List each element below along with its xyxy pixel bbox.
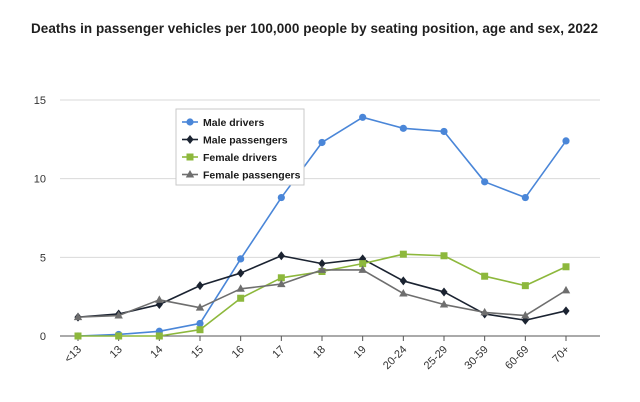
legend-label-male-drivers: Male drivers <box>203 117 264 129</box>
data-point-female-passengers <box>277 279 286 288</box>
x-tick-label: 30-59 <box>462 344 490 372</box>
y-tick-label: 5 <box>40 252 46 264</box>
data-point-female-drivers <box>277 274 285 282</box>
series-lines <box>73 113 571 340</box>
series-female-passengers <box>73 265 571 321</box>
legend-label-male-passengers: Male passengers <box>203 135 288 147</box>
legend-label-female-drivers: Female drivers <box>203 152 277 164</box>
chart-title: Deaths in passenger vehicles per 100,000… <box>31 21 599 36</box>
legend-marker-female-drivers <box>186 153 194 161</box>
data-point-male-drivers <box>359 113 367 121</box>
x-tick-label: 17 <box>270 344 287 361</box>
data-point-male-drivers <box>440 127 448 136</box>
data-point-female-drivers <box>521 282 529 290</box>
data-point-female-drivers <box>237 294 245 302</box>
data-point-male-passengers <box>562 306 570 316</box>
data-point-female-passengers <box>480 307 489 316</box>
axes: 0 5 10 15 <13 13 14 15 16 17 18 19 20-24 25-29 30-59 60… <box>34 95 600 372</box>
data-point-female-drivers <box>440 252 448 260</box>
data-point-male-drivers <box>481 178 489 186</box>
data-point-male-passengers <box>440 287 448 297</box>
data-point-female-drivers <box>115 332 123 340</box>
data-point-female-drivers <box>359 260 367 268</box>
legend-marker-male-drivers <box>186 118 194 126</box>
data-point-male-passengers <box>277 251 285 261</box>
x-tick-label: 70+ <box>550 344 572 366</box>
x-tick-label: 19 <box>352 344 369 361</box>
legend-label-female-passengers: Female passengers <box>203 170 301 182</box>
data-point-male-drivers <box>277 193 285 202</box>
x-tick-label: 13 <box>108 344 125 361</box>
data-point-female-drivers <box>562 263 570 271</box>
data-point-female-passengers <box>399 289 408 297</box>
y-tick-label: 10 <box>34 174 46 186</box>
x-tick-label: 15 <box>189 344 206 361</box>
data-point-female-passengers <box>317 265 327 273</box>
data-point-female-passengers <box>521 311 530 319</box>
x-tick-label: 14 <box>148 344 165 361</box>
y-tick-label: 0 <box>40 331 46 343</box>
data-point-male-passengers <box>399 276 407 286</box>
data-point-male-drivers <box>399 124 407 132</box>
x-tick-label: 18 <box>311 344 328 361</box>
x-tick-label: 16 <box>230 344 247 361</box>
data-point-male-drivers <box>521 193 529 202</box>
data-point-female-drivers <box>481 272 489 280</box>
data-point-male-passengers <box>237 268 245 278</box>
legend-marker-male-passengers <box>186 135 194 144</box>
legend-marker-female-passengers <box>185 170 195 178</box>
data-point-male-drivers <box>318 138 326 147</box>
data-point-female-passengers <box>195 303 205 311</box>
data-point-male-drivers <box>237 255 245 263</box>
data-point-male-drivers <box>196 319 204 328</box>
data-point-male-passengers <box>196 281 204 291</box>
data-point-female-passengers <box>155 295 164 303</box>
data-point-female-drivers <box>155 332 163 340</box>
data-point-female-passengers <box>236 284 245 292</box>
x-tick-label: 60-69 <box>503 344 531 372</box>
data-point-female-passengers <box>439 300 449 308</box>
y-tick-label: 15 <box>34 95 46 107</box>
data-point-male-passengers <box>318 259 326 269</box>
data-point-female-passengers <box>114 311 123 319</box>
data-point-male-drivers <box>562 137 570 145</box>
series-line-female-passengers <box>77 269 567 318</box>
x-tick-label: <13 <box>62 344 84 366</box>
gridlines <box>60 99 600 258</box>
data-point-female-passengers <box>358 265 367 273</box>
data-point-female-passengers <box>561 285 571 294</box>
x-tick-label: 25-29 <box>422 344 450 372</box>
data-point-female-drivers <box>196 326 204 334</box>
data-point-female-passengers <box>73 312 83 321</box>
x-tick-label: 20-24 <box>381 344 409 372</box>
data-point-female-drivers <box>74 332 82 340</box>
series-male-drivers <box>74 113 570 340</box>
data-point-female-drivers <box>399 250 407 258</box>
legend: Male drivers Male passengers Female driver… <box>175 108 305 186</box>
